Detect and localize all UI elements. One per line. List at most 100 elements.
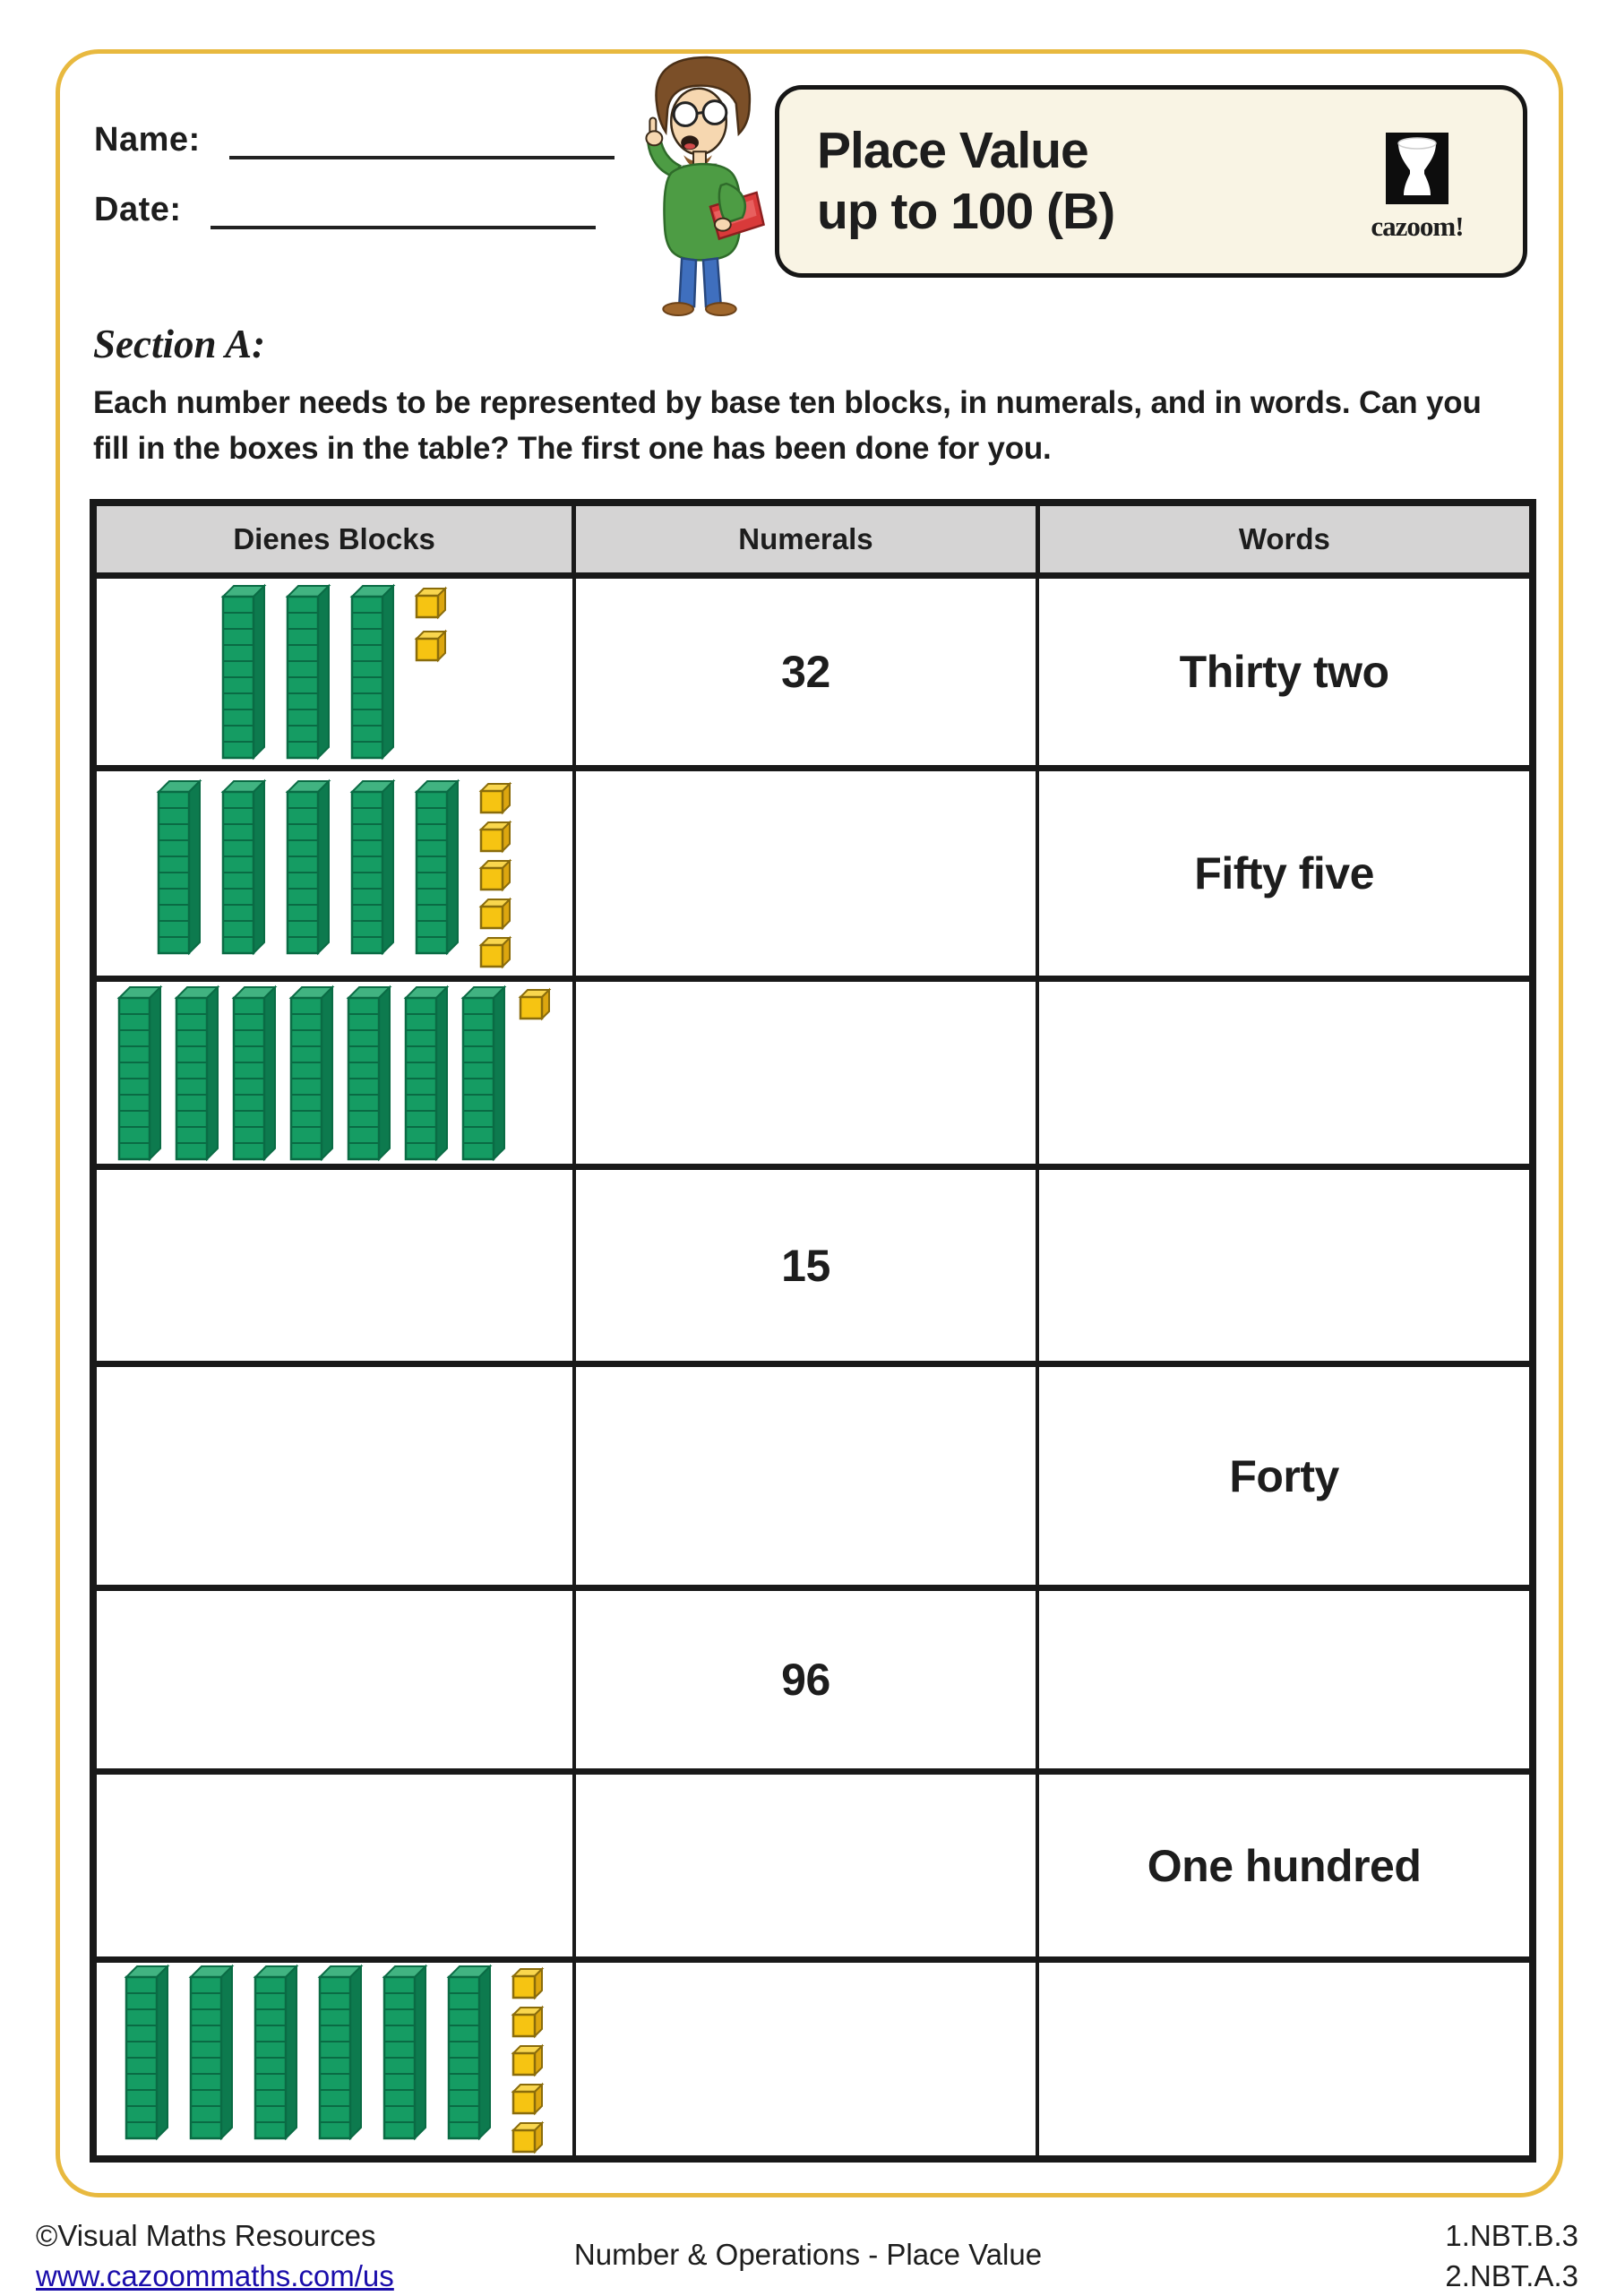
dienes-blocks-cell xyxy=(91,1164,576,1367)
ten-rod-icon xyxy=(349,778,396,955)
ten-rod-icon xyxy=(231,985,278,1161)
ten-rod-icon xyxy=(174,985,220,1161)
base-ten-blocks xyxy=(98,985,572,1162)
title-line-2: up to 100 (B) xyxy=(817,182,1115,240)
ten-rods-group xyxy=(156,778,460,956)
ten-rod-icon xyxy=(382,1964,428,2141)
cazoom-website-link[interactable]: www.cazoommaths.com/us xyxy=(36,2258,394,2292)
ten-rods-group xyxy=(116,985,507,1162)
footer-topic-label: Number & Operations - Place Value xyxy=(573,2238,1043,2271)
student-id-block: Name: Date: xyxy=(94,116,615,256)
header-words: Words xyxy=(1035,499,1535,579)
numeral-cell: 15 xyxy=(572,1164,1040,1367)
section-instructions: Each number needs to be represented by b… xyxy=(93,385,1482,467)
ten-rod-icon xyxy=(285,778,331,955)
unit-cube-icon xyxy=(478,935,512,968)
date-field-line xyxy=(210,186,596,229)
dienes-blocks-cell xyxy=(91,976,576,1170)
words-cell xyxy=(1036,1956,1534,2163)
words-cell: Fifty five xyxy=(1036,765,1534,982)
unit-cubes-group xyxy=(511,1966,545,2154)
date-label: Date: xyxy=(94,191,182,228)
ten-rod-icon xyxy=(156,778,202,955)
numeral-cell xyxy=(572,1361,1040,1591)
header-numerals: Numerals xyxy=(572,499,1040,579)
words-cell xyxy=(1036,1585,1534,1775)
unit-cube-icon xyxy=(414,586,448,620)
ten-rods-group xyxy=(220,583,396,761)
worksheet-title-box: Place Value up to 100 (B) cazoom! xyxy=(775,85,1527,278)
name-label: Name: xyxy=(94,121,201,159)
unit-cube-icon xyxy=(414,629,448,663)
unit-cubes-group xyxy=(478,781,512,969)
title-line-1: Place Value xyxy=(817,122,1089,180)
table-row: 96 xyxy=(91,1585,1534,1775)
dienes-blocks-cell xyxy=(91,1956,576,2163)
ten-rod-icon xyxy=(285,583,331,761)
unit-cube-icon xyxy=(518,987,552,1020)
standard-code-2: 2.NBT.A.3 xyxy=(1445,2258,1578,2292)
unit-cube-icon xyxy=(511,2043,545,2077)
words-cell xyxy=(1036,1164,1534,1367)
cazoom-drum-icon xyxy=(1386,133,1448,204)
base-ten-blocks xyxy=(98,778,572,969)
teacher-cartoon-illustration xyxy=(606,50,795,317)
ten-rod-icon xyxy=(188,1964,235,2141)
numeral-cell xyxy=(572,976,1040,1170)
ten-rod-icon xyxy=(116,985,163,1161)
section-heading: Section A: xyxy=(93,322,266,366)
table-row: 15 xyxy=(91,1164,1534,1367)
copyright-text: ©Visual Maths Resources xyxy=(36,2219,376,2252)
table-row xyxy=(91,1956,1534,2163)
name-row: Name: xyxy=(94,116,615,159)
ten-rod-icon xyxy=(346,985,392,1161)
cazoom-logo: cazoom! xyxy=(1354,133,1480,243)
base-ten-blocks xyxy=(98,583,572,761)
table-row: Forty xyxy=(91,1361,1534,1591)
words-cell xyxy=(1036,976,1534,1170)
base-ten-blocks xyxy=(98,1964,572,2154)
table-row: 32 Thirty two xyxy=(91,572,1534,771)
ten-rod-icon xyxy=(220,778,267,955)
numeral-cell xyxy=(572,765,1040,982)
standard-code-1: 1.NBT.B.3 xyxy=(1445,2219,1578,2252)
table-row: Fifty five xyxy=(91,765,1534,982)
dienes-blocks-cell xyxy=(91,572,576,771)
unit-cube-icon xyxy=(511,2120,545,2154)
table-row: One hundred xyxy=(91,1768,1534,1963)
dienes-blocks-cell xyxy=(91,1361,576,1591)
footer-standards: 1.NBT.B.3 2.NBT.A.3 xyxy=(1445,2216,1578,2296)
cazoom-logo-text: cazoom! xyxy=(1371,211,1464,242)
ten-rod-icon xyxy=(288,985,335,1161)
unit-cube-icon xyxy=(478,897,512,930)
dienes-blocks-cell xyxy=(91,765,576,982)
unit-cube-icon xyxy=(511,1966,545,2000)
ten-rods-group xyxy=(124,1964,493,2141)
unit-cube-icon xyxy=(478,820,512,853)
worksheet-title: Place Value up to 100 (B) xyxy=(817,121,1115,242)
page-border-frame xyxy=(56,49,1563,2197)
place-value-table: Dienes Blocks Numerals Words xyxy=(90,499,1536,2163)
words-cell: One hundred xyxy=(1036,1768,1534,1963)
ten-rod-icon xyxy=(253,1964,299,2141)
table-header-row: Dienes Blocks Numerals Words xyxy=(90,499,1535,579)
unit-cube-icon xyxy=(478,781,512,814)
numeral-cell xyxy=(572,1768,1040,1963)
ten-rod-icon xyxy=(220,583,267,761)
name-field-line xyxy=(228,116,615,159)
ten-rod-icon xyxy=(403,985,450,1161)
footer-credits: ©Visual Maths Resources www.cazoommaths.… xyxy=(36,2216,394,2296)
ten-rod-icon xyxy=(124,1964,170,2141)
numeral-cell: 96 xyxy=(572,1585,1040,1775)
words-cell: Thirty two xyxy=(1036,572,1534,771)
unit-cubes-group xyxy=(414,586,448,663)
numeral-cell: 32 xyxy=(572,572,1040,771)
dienes-blocks-cell xyxy=(91,1585,576,1775)
ten-rod-icon xyxy=(460,985,507,1161)
words-cell: Forty xyxy=(1036,1361,1534,1591)
unit-cube-icon xyxy=(511,2005,545,2039)
ten-rod-icon xyxy=(317,1964,364,2141)
table-row xyxy=(91,976,1534,1170)
unit-cube-icon xyxy=(511,2082,545,2116)
